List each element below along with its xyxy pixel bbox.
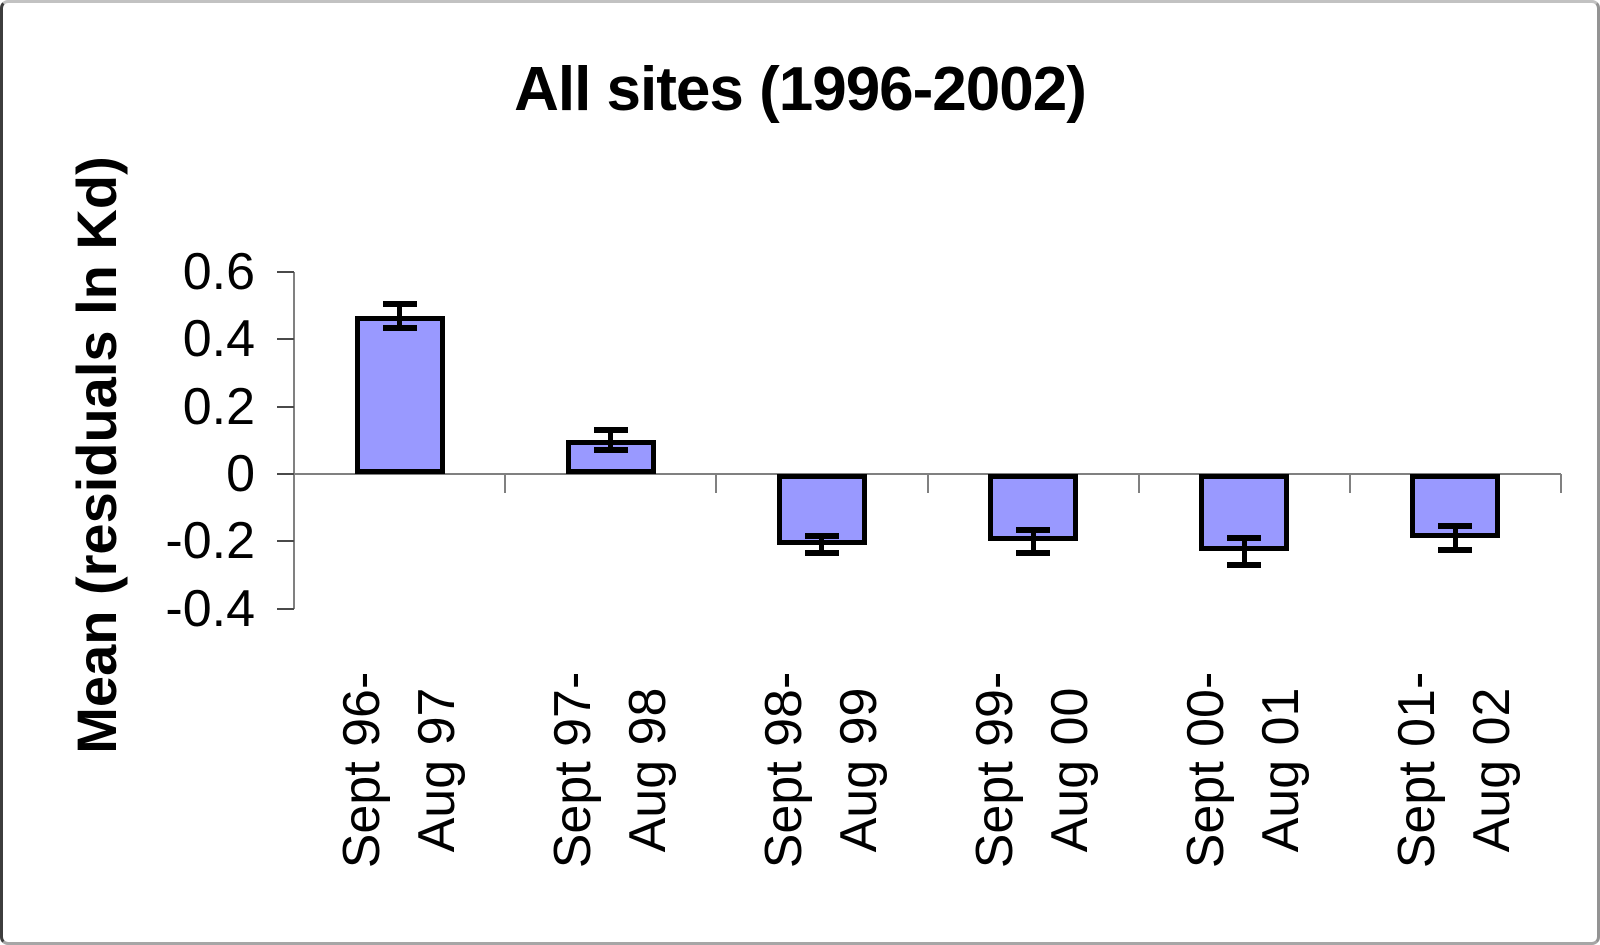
y-tick xyxy=(277,540,294,543)
error-bar-cap xyxy=(1227,561,1262,568)
error-bar-line xyxy=(397,304,403,328)
error-bar-cap xyxy=(804,533,839,540)
y-tick xyxy=(277,607,294,610)
error-bar-line xyxy=(1030,529,1036,554)
y-tick-label: 0 xyxy=(226,445,255,503)
category-label: Sept 96- Aug 97 xyxy=(332,671,466,869)
y-tick-label: -0.2 xyxy=(165,512,255,571)
y-tick-label: -0.4 xyxy=(165,579,255,638)
x-tick xyxy=(1348,474,1351,493)
y-tick xyxy=(277,473,294,475)
x-tick xyxy=(926,474,929,493)
error-bar-cap xyxy=(1016,550,1051,557)
error-bar-cap xyxy=(1438,546,1473,553)
error-bar-cap xyxy=(804,550,839,557)
y-axis-line xyxy=(293,272,295,609)
chart-title: All sites (1996-2002) xyxy=(514,55,1087,124)
x-tick xyxy=(1137,474,1140,493)
bar xyxy=(354,315,445,474)
category-label: Sept 99- Aug 00 xyxy=(966,671,1100,869)
error-bar-line xyxy=(819,536,825,554)
y-tick-label: 0.2 xyxy=(182,377,255,436)
error-bar-cap xyxy=(593,447,628,454)
category-label: Sept 98- Aug 99 xyxy=(754,671,888,869)
error-bar-cap xyxy=(382,301,417,308)
y-tick-label: 0.4 xyxy=(182,310,255,369)
category-label: Sept 01- Aug 02 xyxy=(1388,671,1522,869)
error-bar-line xyxy=(1452,526,1458,550)
error-bar-cap xyxy=(382,324,417,331)
error-bar-cap xyxy=(1227,534,1262,541)
error-bar-line xyxy=(1241,537,1247,565)
bar xyxy=(776,474,867,545)
x-tick xyxy=(1560,474,1562,493)
bar xyxy=(988,474,1079,542)
error-bar-line xyxy=(608,430,614,451)
y-tick xyxy=(277,338,294,341)
error-bar-cap xyxy=(593,427,628,434)
error-bar-cap xyxy=(1438,523,1473,530)
category-label: Sept 00- Aug 01 xyxy=(1177,671,1311,869)
y-tick xyxy=(277,405,294,408)
y-tick-label: 0.6 xyxy=(182,243,255,302)
category-label: Sept 97- Aug 98 xyxy=(543,671,677,869)
x-tick xyxy=(715,474,718,493)
y-tick xyxy=(277,271,294,274)
x-tick xyxy=(504,474,507,493)
error-bar-cap xyxy=(1016,526,1051,533)
